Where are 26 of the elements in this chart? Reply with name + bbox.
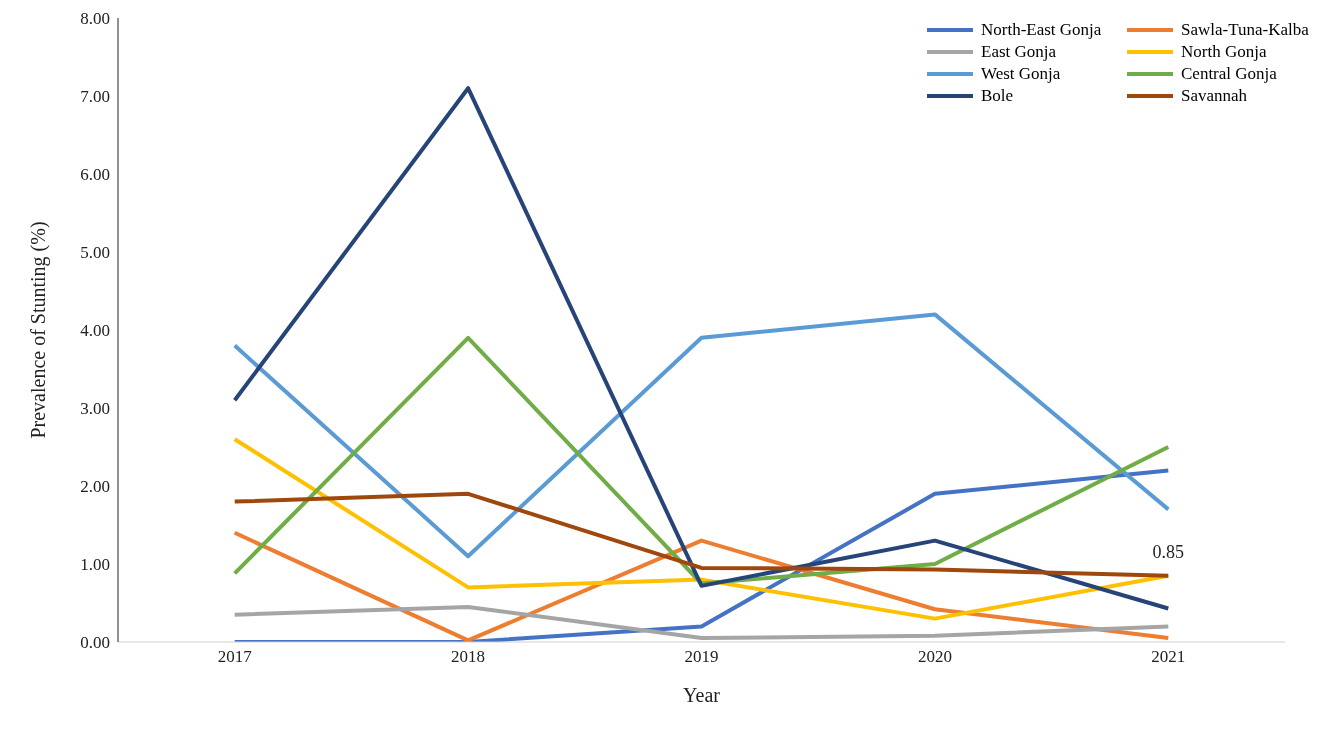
x-tick-label: 2017 — [217, 647, 253, 667]
legend-label: Savannah — [1181, 86, 1248, 106]
x-tick-label: 2018 — [451, 647, 486, 667]
y-tick-label: 3.00 — [80, 399, 110, 419]
y-tick-label: 2.00 — [80, 477, 110, 497]
y-tick-label: 8.00 — [80, 9, 110, 29]
y-tick-label: 4.00 — [80, 321, 110, 341]
x-tick-label: 2021 — [1151, 647, 1186, 667]
x-tick-label: 2019 — [684, 647, 719, 667]
y-axis-title: Prevalence of Stunting (%) — [27, 221, 51, 439]
legend-label: West Gonja — [981, 64, 1061, 84]
legend-label: North-East Gonja — [981, 20, 1102, 40]
x-tick-label: 2020 — [917, 647, 952, 667]
y-tick-label: 1.00 — [80, 555, 110, 575]
y-tick-label: 5.00 — [80, 243, 110, 263]
legend-label: Sawla-Tuna-Kalba — [1181, 20, 1309, 40]
y-tick-label: 0.00 — [80, 633, 110, 653]
legend-label: North Gonja — [1181, 42, 1267, 62]
annotation: 0.85 — [1152, 541, 1185, 562]
line-series — [232, 604, 1171, 641]
legend-label: Central Gonja — [1181, 64, 1277, 84]
x-axis-title: Year — [683, 684, 721, 706]
y-tick-label: 7.00 — [80, 87, 110, 107]
legend-label: Bole — [981, 86, 1014, 106]
y-tick-label: 6.00 — [80, 165, 110, 185]
legend-label: East Gonja — [981, 42, 1057, 62]
